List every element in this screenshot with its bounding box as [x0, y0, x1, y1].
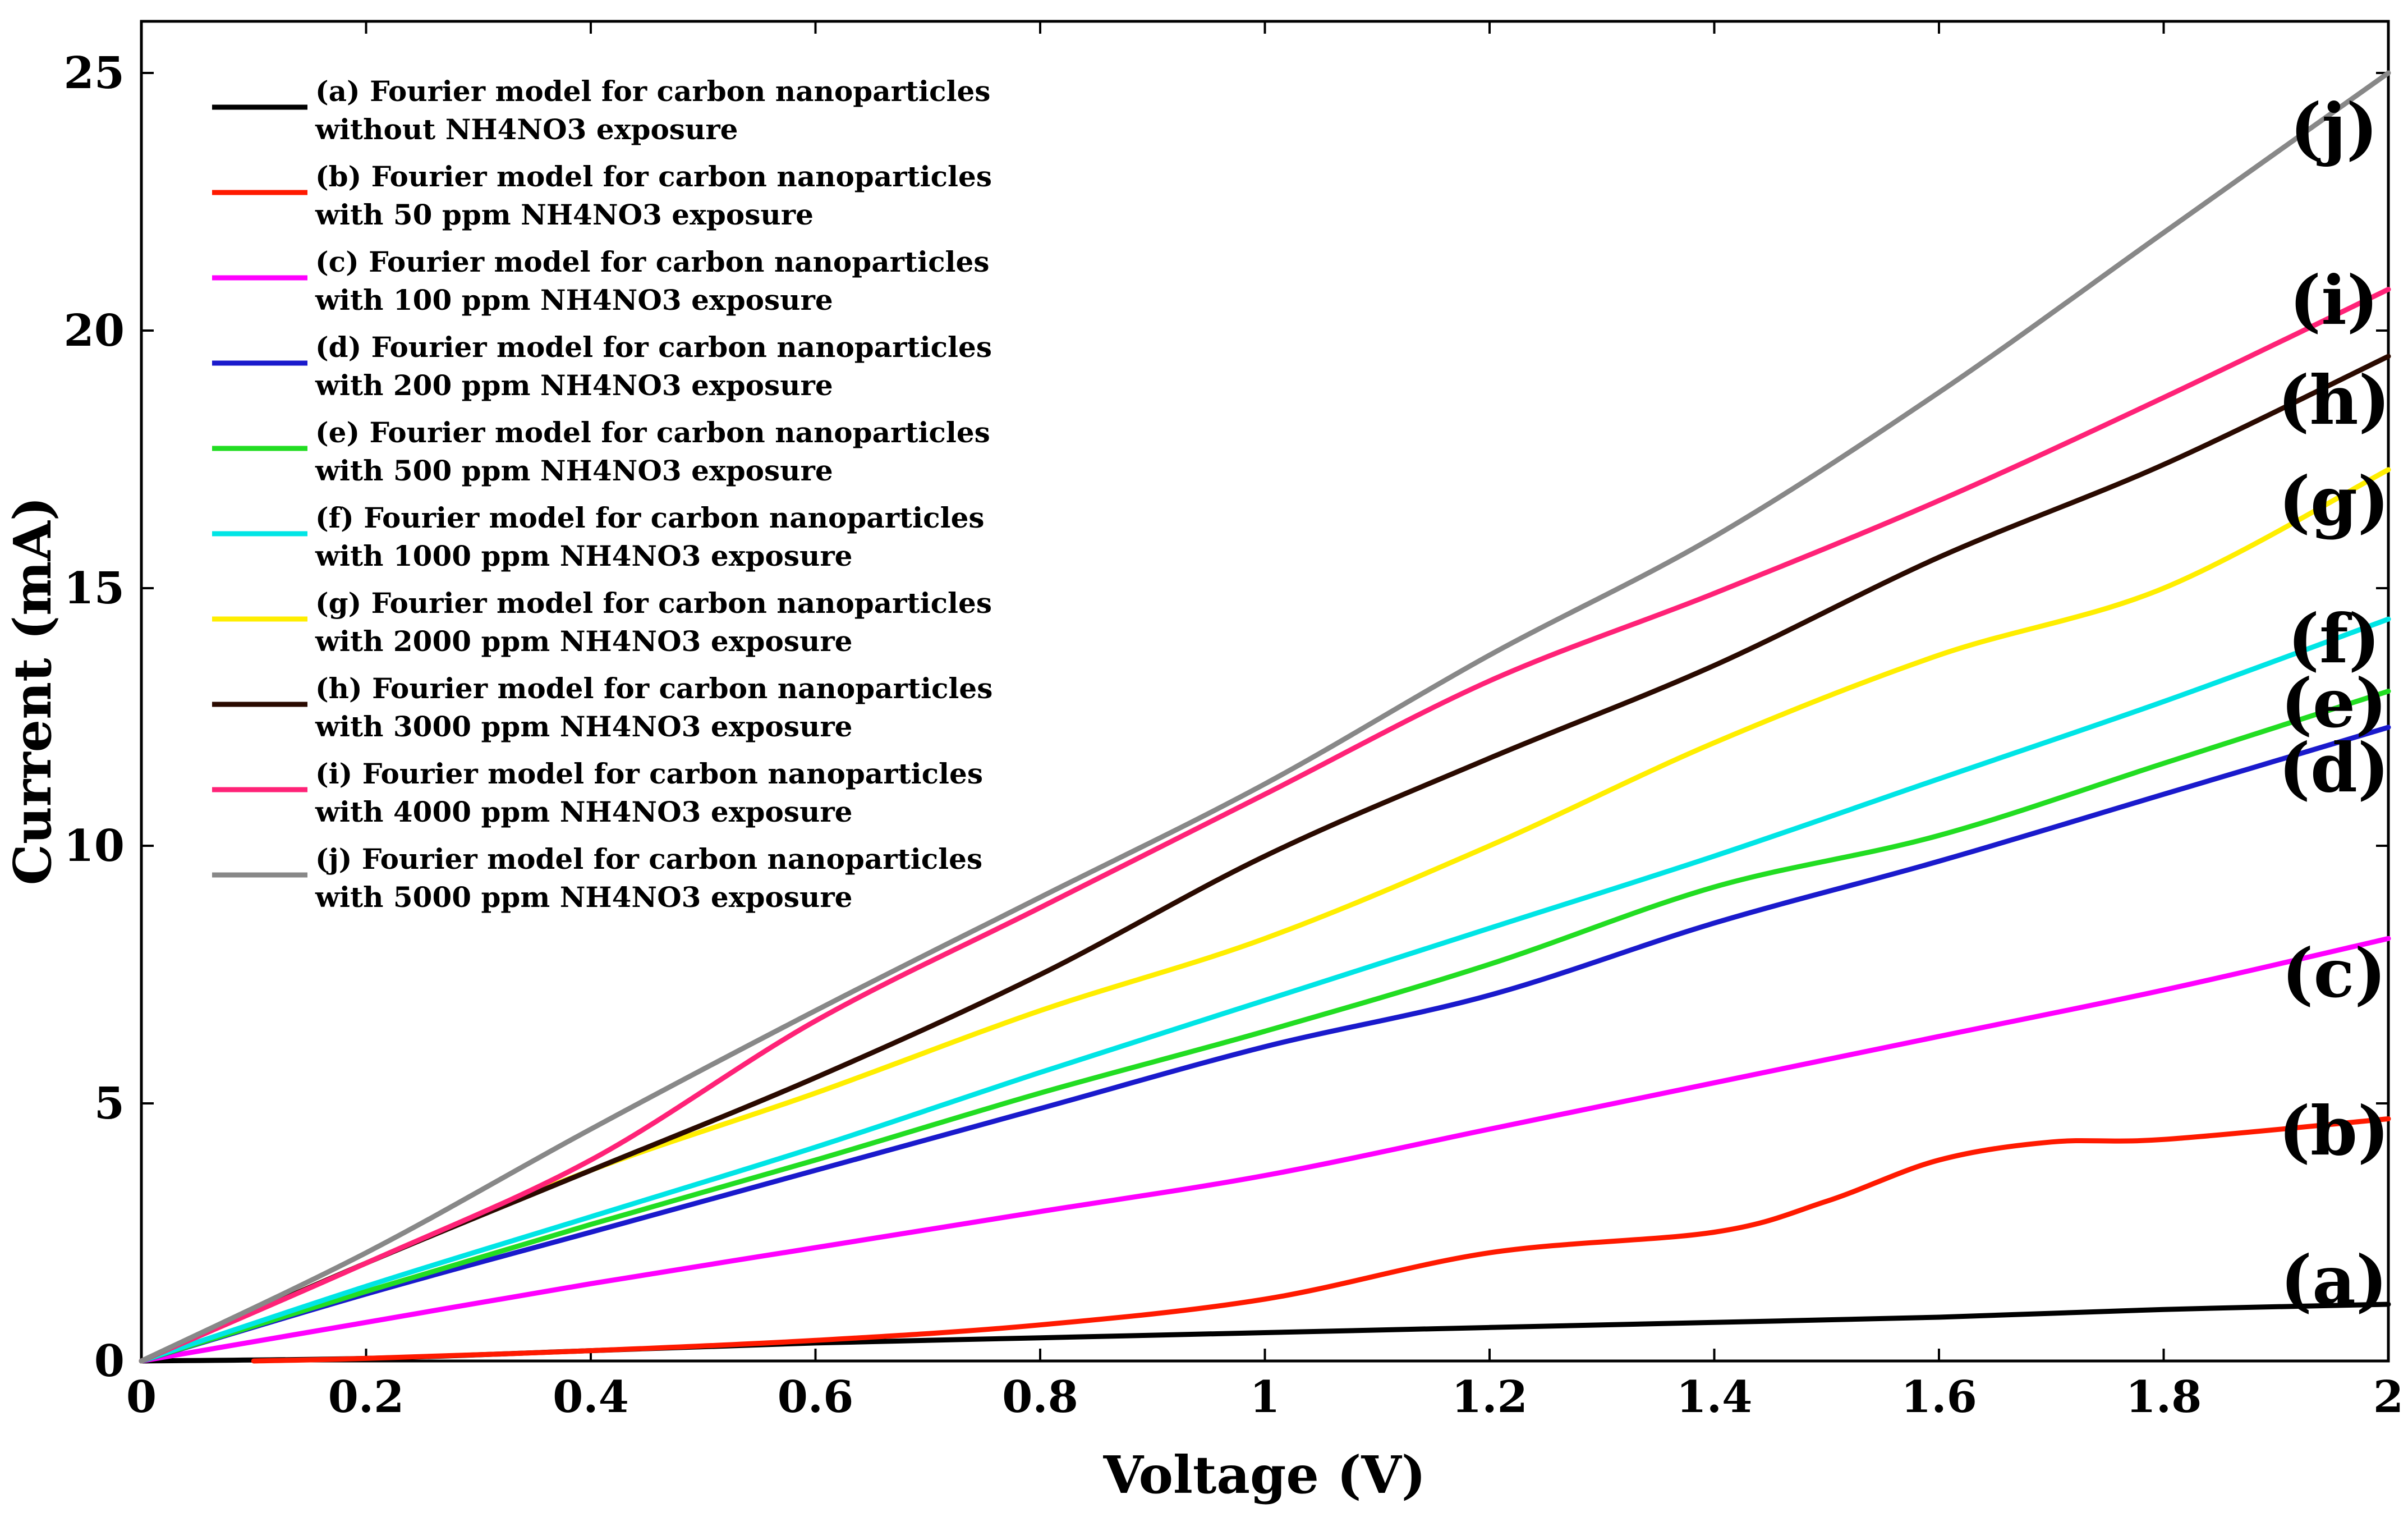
x-tick-label: 0.2: [328, 1372, 405, 1423]
legend-entry-line1: (a) Fourier model for carbon nanoparticl…: [315, 75, 990, 108]
legend-entry-line2: with 3000 ppm NH4NO3 exposure: [315, 710, 852, 743]
y-axis-title: Current (mA): [2, 497, 63, 886]
legend-entry-line2: with 500 ppm NH4NO3 exposure: [315, 454, 833, 487]
curve-label-g: (g): [2278, 462, 2389, 541]
curve-label-i: (i): [2289, 261, 2378, 340]
legend-entry-line1: (j) Fourier model for carbon nanoparticl…: [315, 842, 982, 876]
x-tick-label: 2: [2373, 1372, 2404, 1423]
series-line-f: [139, 616, 2391, 1364]
legend-entry-line2: with 4000 ppm NH4NO3 exposure: [315, 795, 852, 828]
curve-label-a: (a): [2280, 1241, 2387, 1320]
legend-entry-line2: with 200 ppm NH4NO3 exposure: [315, 369, 833, 402]
legend-entry-line1: (h) Fourier model for carbon nanoparticl…: [315, 672, 992, 705]
legend-entry-line1: (c) Fourier model for carbon nanoparticl…: [315, 245, 989, 278]
x-axis-title: Voltage (V): [1103, 1445, 1426, 1505]
x-tick-label: 1: [1249, 1372, 1280, 1423]
series-line-b: [251, 1116, 2391, 1364]
series-lines: [139, 70, 2391, 1364]
legend-entry-line1: (d) Fourier model for carbon nanoparticl…: [315, 331, 992, 364]
y-tick-label: 0: [94, 1336, 125, 1387]
legend-entry-line1: (b) Fourier model for carbon nanoparticl…: [315, 160, 992, 193]
curve-label-d: (d): [2278, 728, 2389, 808]
series-line-c: [139, 936, 2391, 1364]
legend-entry-line1: (g) Fourier model for carbon nanoparticl…: [315, 586, 992, 620]
series-line-d: [139, 725, 2391, 1364]
legend-entry-line2: with 100 ppm NH4NO3 exposure: [315, 283, 833, 317]
y-tick-label: 10: [63, 821, 125, 872]
legend-entry-line1: (e) Fourier model for carbon nanoparticl…: [315, 416, 990, 449]
x-tick-label: 1.8: [2126, 1372, 2202, 1423]
series-line-i: [139, 287, 2391, 1364]
y-tick-label: 20: [63, 305, 125, 356]
legend: (a) Fourier model for carbon nanoparticl…: [212, 75, 992, 914]
x-tick-label: 0.8: [1002, 1372, 1078, 1423]
x-tick-label: 0: [126, 1372, 157, 1423]
x-tick-label: 0.4: [553, 1372, 629, 1423]
x-tick-label: 1.2: [1451, 1372, 1528, 1423]
legend-entry-line2: without NH4NO3 exposure: [315, 113, 738, 146]
y-tick-label: 15: [63, 563, 125, 614]
curve-labels: (a) (b) (c) (d)(e)(f) (g) (h) (i) (j): [2278, 89, 2391, 1320]
series-line-h: [139, 354, 2391, 1364]
x-tick-label: 1.4: [1676, 1372, 1753, 1423]
series-line-j: [139, 70, 2391, 1364]
curve-label-c: (c): [2282, 934, 2387, 1013]
y-tick-label: 5: [94, 1078, 125, 1129]
legend-entry-line1: (i) Fourier model for carbon nanoparticl…: [315, 757, 983, 790]
curve-label-f: (f): [2287, 599, 2380, 679]
legend-entry-line2: with 5000 ppm NH4NO3 exposure: [315, 881, 852, 914]
y-tick-label: 25: [63, 48, 125, 99]
curve-label-j: (j): [2290, 89, 2378, 168]
legend-entry-line2: with 2000 ppm NH4NO3 exposure: [315, 625, 852, 658]
curve-label-e: (e): [2281, 664, 2387, 743]
legend-entry-line2: with 1000 ppm NH4NO3 exposure: [315, 539, 852, 572]
curve-label-h: (h): [2278, 361, 2391, 440]
x-tick-label: 0.6: [778, 1372, 854, 1423]
legend-entry-line1: (f) Fourier model for carbon nanoparticl…: [315, 501, 985, 534]
legend-entry-line2: with 50 ppm NH4NO3 exposure: [315, 198, 814, 231]
x-tick-label: 1.6: [1901, 1372, 1977, 1423]
series-line-e: [139, 689, 2391, 1364]
curve-label-b: (b): [2278, 1092, 2389, 1171]
